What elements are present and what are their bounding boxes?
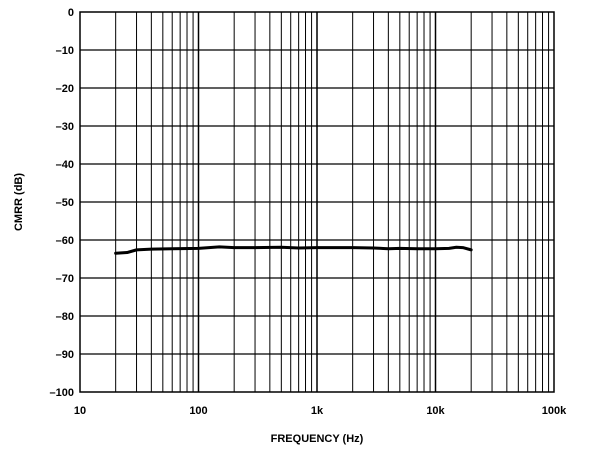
y-tick-label: 0	[68, 7, 74, 19]
cmrr-series-line	[114, 245, 473, 255]
x-axis-title: FREQUENCY (Hz)	[271, 433, 364, 445]
grid	[80, 12, 554, 392]
x-tick-label: 1k	[311, 405, 324, 417]
y-tick-label: –40	[56, 159, 74, 171]
y-tick-labels: 0 –10 –20 –30 –40 –50 –60 –70 –80 –90 –100	[50, 7, 74, 399]
y-tick-label: –10	[56, 45, 74, 57]
y-tick-label: –30	[56, 121, 74, 133]
x-tick-label: 10	[74, 405, 86, 417]
x-tick-label: 100k	[542, 405, 567, 417]
y-axis-title: CMRR (dB)	[13, 173, 25, 231]
y-tick-label: –70	[56, 273, 74, 285]
y-tick-label: –50	[56, 197, 74, 209]
x-tick-label: 100	[189, 405, 207, 417]
y-tick-label: –20	[56, 83, 74, 95]
plot-frame	[79, 11, 555, 393]
y-tick-label: –90	[56, 349, 74, 361]
y-tick-label: –60	[56, 235, 74, 247]
y-tick-label: –100	[50, 387, 74, 399]
x-tick-label: 10k	[426, 405, 445, 417]
x-tick-labels: 10 100 1k 10k 100k	[74, 405, 567, 417]
y-tick-label: –80	[56, 311, 74, 323]
